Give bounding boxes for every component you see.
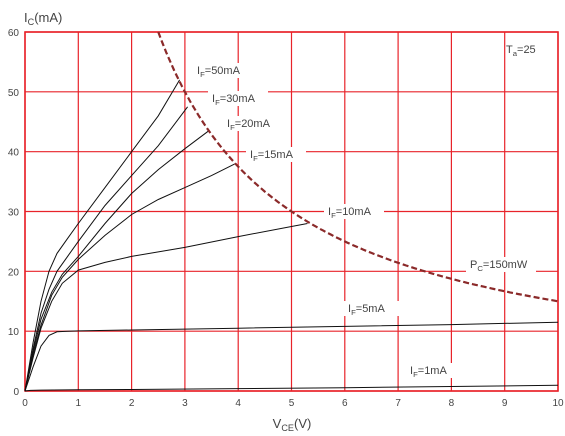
series-label-bg [208,91,268,106]
series-label-bg [193,63,253,78]
series-label-6: IF=1mA [410,365,447,379]
x-tick-label: 10 [552,398,564,409]
series-curve-0 [24,79,181,392]
series-label-0: IF=50mA [197,65,241,79]
axis-titles: IC(mA) VCE(V) [24,10,311,433]
series-label-2: IF=20mA [227,118,271,132]
x-tick-label: 3 [182,398,188,409]
x-tick-label: 6 [342,398,348,409]
x-tick-label: 7 [395,398,401,409]
series-curve-2 [24,130,210,392]
tick-labels: 0 1 2 3 4 5 6 7 8 9 10 0 10 20 30 40 50 60 [8,28,564,409]
series-label-bg [344,301,404,316]
y-axis-title: IC(mA) [24,10,62,27]
y-tick-label: 20 [8,267,20,278]
series-label-4: IF=10mA [328,206,372,220]
series-curve-5 [24,321,559,392]
y-tick-label: 10 [8,327,20,338]
power-label-bg [466,257,536,272]
series-label-bg [223,116,283,131]
series-curve-3 [24,163,236,392]
x-axis-title: VCE(V) [273,416,312,433]
y-tick-label: 50 [8,88,20,99]
x-tick-label: 8 [449,398,455,409]
series-labels: IF=50mA IF=30mA IF=20mA IF=15mA IF=10mA IF=5m… [193,44,536,379]
x-tick-label: 0 [22,398,28,409]
power-limit-curve [157,31,559,303]
y-tick-label: 0 [13,387,19,398]
series-curve-4 [24,223,308,392]
x-tick-label: 5 [289,398,295,409]
series-curve-6 [24,384,559,392]
series-label-1: IF=30mA [212,93,256,107]
x-tick-label: 1 [76,398,82,409]
series-curves [24,31,559,392]
y-tick-label: 40 [8,148,20,159]
x-tick-label: 9 [502,398,508,409]
y-tick-label: 30 [8,208,20,219]
y-tick-label: 60 [8,28,20,39]
x-tick-label: 2 [129,398,135,409]
temperature-label: Ta=25 [506,44,536,58]
plot-frame [24,31,559,392]
series-label-bg [324,204,384,219]
series-label-5: IF=5mA [348,303,385,317]
series-curve-1 [24,106,188,392]
series-label-bg [246,147,306,162]
x-tick-label: 4 [235,398,241,409]
power-limit-label: PC=150mW [470,259,528,273]
series-label-3: IF=15mA [250,149,294,163]
series-label-bg [406,363,466,378]
